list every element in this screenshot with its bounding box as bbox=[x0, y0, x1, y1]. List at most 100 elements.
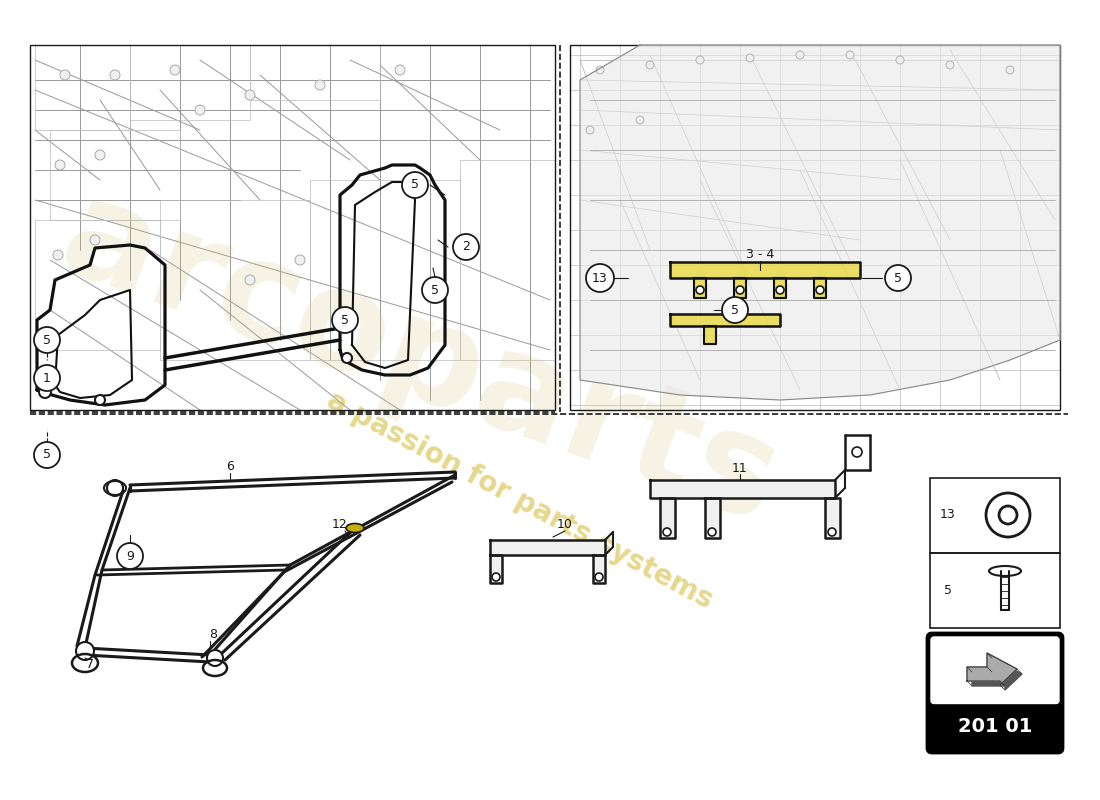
Polygon shape bbox=[580, 45, 1060, 400]
Polygon shape bbox=[660, 498, 675, 538]
Bar bbox=[460, 160, 556, 360]
Circle shape bbox=[170, 65, 180, 75]
Polygon shape bbox=[593, 555, 605, 583]
Circle shape bbox=[595, 573, 603, 581]
Circle shape bbox=[696, 56, 704, 64]
Text: 10: 10 bbox=[557, 518, 573, 531]
Text: 5: 5 bbox=[341, 314, 349, 326]
FancyBboxPatch shape bbox=[927, 633, 1063, 753]
Circle shape bbox=[95, 395, 104, 405]
Circle shape bbox=[107, 480, 123, 496]
Polygon shape bbox=[967, 653, 1018, 685]
Circle shape bbox=[796, 51, 804, 59]
Circle shape bbox=[946, 61, 954, 69]
FancyBboxPatch shape bbox=[931, 637, 1059, 703]
Polygon shape bbox=[1001, 571, 1009, 610]
Circle shape bbox=[53, 250, 63, 260]
Circle shape bbox=[117, 543, 143, 569]
Circle shape bbox=[245, 90, 255, 100]
Text: 9: 9 bbox=[126, 550, 134, 562]
Circle shape bbox=[886, 265, 911, 291]
Polygon shape bbox=[490, 540, 605, 555]
Circle shape bbox=[422, 277, 448, 303]
Text: 6: 6 bbox=[227, 461, 234, 474]
Polygon shape bbox=[490, 555, 502, 583]
Text: 13: 13 bbox=[940, 509, 956, 522]
Circle shape bbox=[736, 286, 744, 294]
Polygon shape bbox=[774, 278, 786, 298]
Circle shape bbox=[402, 172, 428, 198]
Bar bbox=[570, 45, 1060, 410]
Circle shape bbox=[852, 447, 862, 457]
Circle shape bbox=[696, 286, 704, 294]
Circle shape bbox=[746, 54, 754, 62]
Text: 5: 5 bbox=[411, 178, 419, 191]
Text: 13: 13 bbox=[592, 271, 608, 285]
Circle shape bbox=[34, 442, 60, 468]
Circle shape bbox=[315, 80, 324, 90]
Circle shape bbox=[207, 650, 223, 666]
Text: 201 01: 201 01 bbox=[958, 717, 1032, 735]
Text: 5: 5 bbox=[732, 303, 739, 317]
Circle shape bbox=[646, 61, 654, 69]
Text: 2: 2 bbox=[462, 241, 470, 254]
Polygon shape bbox=[814, 278, 826, 298]
Text: 5: 5 bbox=[944, 583, 952, 597]
Polygon shape bbox=[704, 326, 716, 344]
Bar bbox=[160, 200, 310, 360]
Circle shape bbox=[39, 386, 51, 398]
Circle shape bbox=[342, 353, 352, 363]
Circle shape bbox=[636, 116, 644, 124]
Ellipse shape bbox=[346, 523, 364, 533]
Text: 8: 8 bbox=[209, 629, 217, 642]
Circle shape bbox=[34, 365, 60, 391]
Ellipse shape bbox=[989, 566, 1021, 576]
Circle shape bbox=[586, 264, 614, 292]
Circle shape bbox=[453, 234, 478, 260]
Circle shape bbox=[95, 150, 104, 160]
Circle shape bbox=[586, 126, 594, 134]
Text: 3 - 4: 3 - 4 bbox=[746, 249, 774, 262]
Bar bbox=[250, 45, 380, 100]
Circle shape bbox=[999, 506, 1018, 524]
Circle shape bbox=[245, 275, 255, 285]
Text: arcoparts: arcoparts bbox=[44, 168, 796, 552]
Bar bbox=[50, 130, 180, 220]
Circle shape bbox=[110, 70, 120, 80]
Circle shape bbox=[596, 66, 604, 74]
Polygon shape bbox=[972, 658, 1022, 690]
Bar bbox=[930, 553, 1060, 628]
Text: 5: 5 bbox=[43, 334, 51, 346]
Text: a passion for parts systems: a passion for parts systems bbox=[322, 386, 718, 614]
Bar bbox=[130, 45, 250, 120]
Circle shape bbox=[776, 286, 784, 294]
Circle shape bbox=[60, 70, 70, 80]
Polygon shape bbox=[705, 498, 720, 538]
Circle shape bbox=[90, 235, 100, 245]
Text: 11: 11 bbox=[733, 462, 748, 474]
Circle shape bbox=[195, 105, 205, 115]
Circle shape bbox=[1006, 66, 1014, 74]
Polygon shape bbox=[650, 480, 835, 498]
Bar bbox=[35, 220, 160, 350]
Bar bbox=[35, 45, 130, 130]
Text: 7: 7 bbox=[86, 658, 94, 671]
Text: 5: 5 bbox=[431, 283, 439, 297]
Circle shape bbox=[55, 160, 65, 170]
Text: 5: 5 bbox=[894, 271, 902, 285]
Polygon shape bbox=[734, 278, 746, 298]
Circle shape bbox=[395, 65, 405, 75]
Polygon shape bbox=[825, 498, 840, 538]
Circle shape bbox=[492, 573, 500, 581]
Polygon shape bbox=[694, 278, 706, 298]
Text: 1: 1 bbox=[43, 371, 51, 385]
Circle shape bbox=[663, 528, 671, 536]
Text: 12: 12 bbox=[332, 518, 348, 531]
Circle shape bbox=[722, 297, 748, 323]
Polygon shape bbox=[670, 314, 780, 326]
Circle shape bbox=[828, 528, 836, 536]
Text: 5: 5 bbox=[43, 449, 51, 462]
Bar bbox=[930, 478, 1060, 553]
Bar bbox=[30, 45, 556, 410]
Circle shape bbox=[846, 51, 854, 59]
